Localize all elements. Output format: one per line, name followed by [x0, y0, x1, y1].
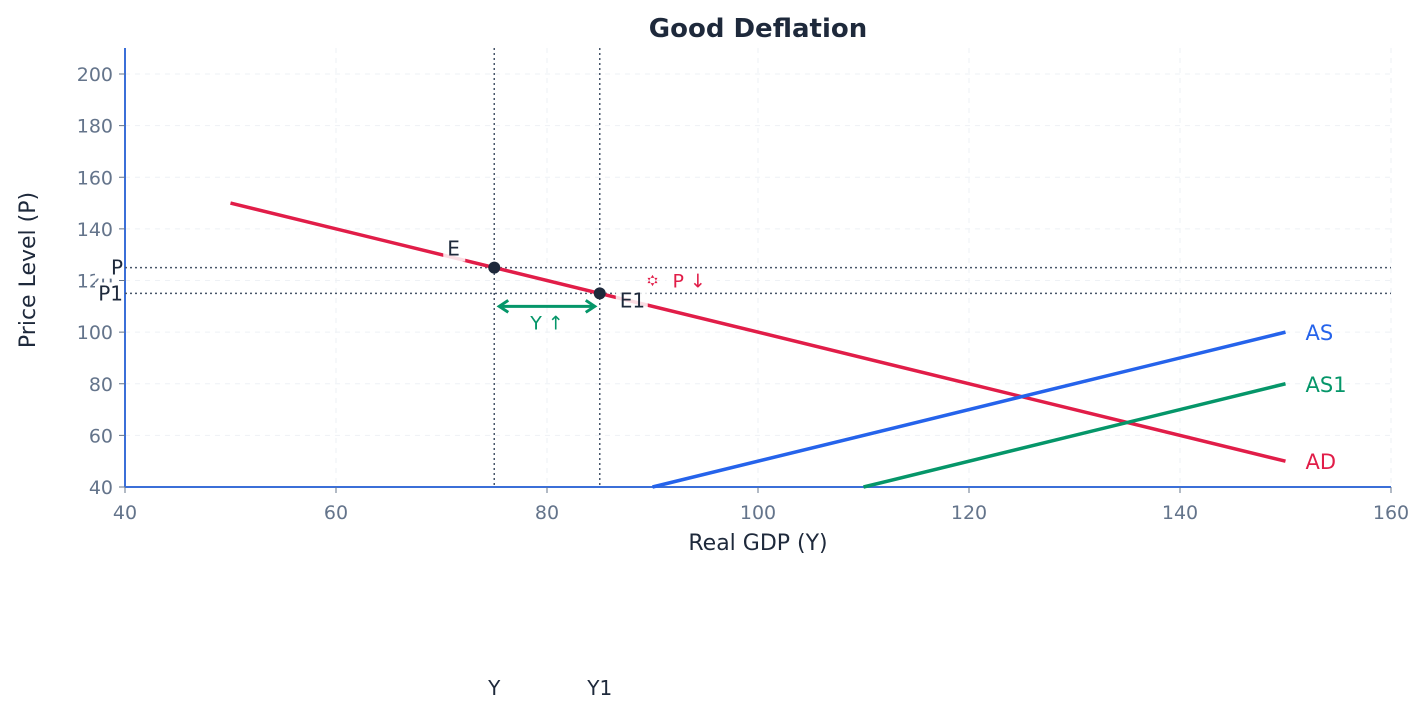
x-tick-label: 80 [535, 502, 559, 524]
equilibrium-label: E [447, 237, 460, 261]
price-guide-label: P [111, 256, 123, 280]
arrow-head-right [584, 299, 598, 314]
y-tick-label: 160 [77, 167, 113, 189]
gdp-guide-label: Y [487, 676, 501, 700]
y-axis-label: Price Level (P) [16, 192, 41, 348]
equilibrium-point [488, 261, 501, 274]
gdp-change-label: Y ↑ [529, 312, 564, 334]
chart-title: Good Deflation [649, 14, 867, 44]
curve-label-as1: AS1 [1306, 373, 1347, 397]
label-bg [666, 268, 717, 293]
curve-as [652, 330, 1286, 489]
equilibrium-point [593, 287, 606, 300]
price-change-arrow [647, 274, 658, 287]
price-change-label: P ↓ [673, 271, 706, 293]
gdp-guide-label: Y1 [586, 676, 612, 700]
y-tick-label: 140 [77, 219, 113, 241]
x-tick-label: 160 [1373, 502, 1409, 524]
price-guide-label: P1 [98, 281, 123, 305]
curve-as1 [863, 382, 1286, 489]
y-tick-label: 180 [77, 116, 113, 138]
x-axis-label: Real GDP (Y) [688, 531, 827, 556]
label-bg [615, 289, 648, 314]
label-bg [95, 282, 123, 305]
x-tick-label: 120 [951, 502, 987, 524]
curve-label-as: AS [1306, 321, 1334, 345]
equilibrium-label: E1 [620, 288, 645, 312]
curve-ad [230, 201, 1286, 463]
y-tick-label: 40 [89, 477, 113, 499]
x-tick-label: 100 [740, 502, 776, 524]
y-tick-label: 80 [89, 374, 113, 396]
x-tick-label: 40 [113, 502, 137, 524]
label-bg [95, 256, 123, 279]
y-tick-label: 200 [77, 64, 113, 86]
y-tick-label: 60 [89, 425, 113, 447]
x-tick-label: 60 [324, 502, 348, 524]
curve-label-ad: AD [1306, 450, 1337, 474]
label-bg [443, 237, 466, 262]
x-tick-label: 140 [1162, 502, 1198, 524]
arrow-head-left [496, 299, 510, 314]
y-tick-label: 100 [77, 322, 113, 344]
